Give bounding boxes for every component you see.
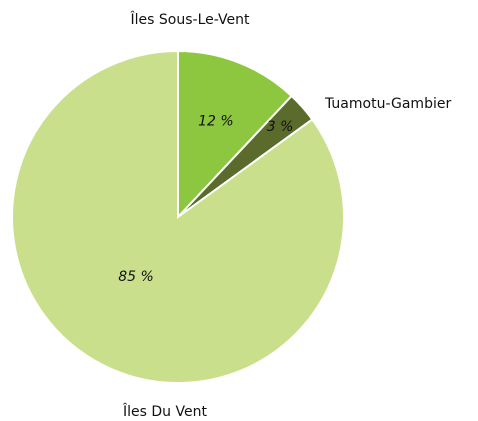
pie-slice (177, 49, 294, 220)
value-label: 12 % (198, 113, 234, 129)
category-label: Tuamotu-Gambier (324, 96, 451, 112)
category-label: Îles Du Vent (122, 402, 207, 420)
pie-slice (11, 49, 345, 384)
value-label: 85 % (118, 269, 154, 285)
value-label: 3 % (267, 119, 294, 135)
category-label: Îles Sous-Le-Vent (130, 10, 250, 28)
